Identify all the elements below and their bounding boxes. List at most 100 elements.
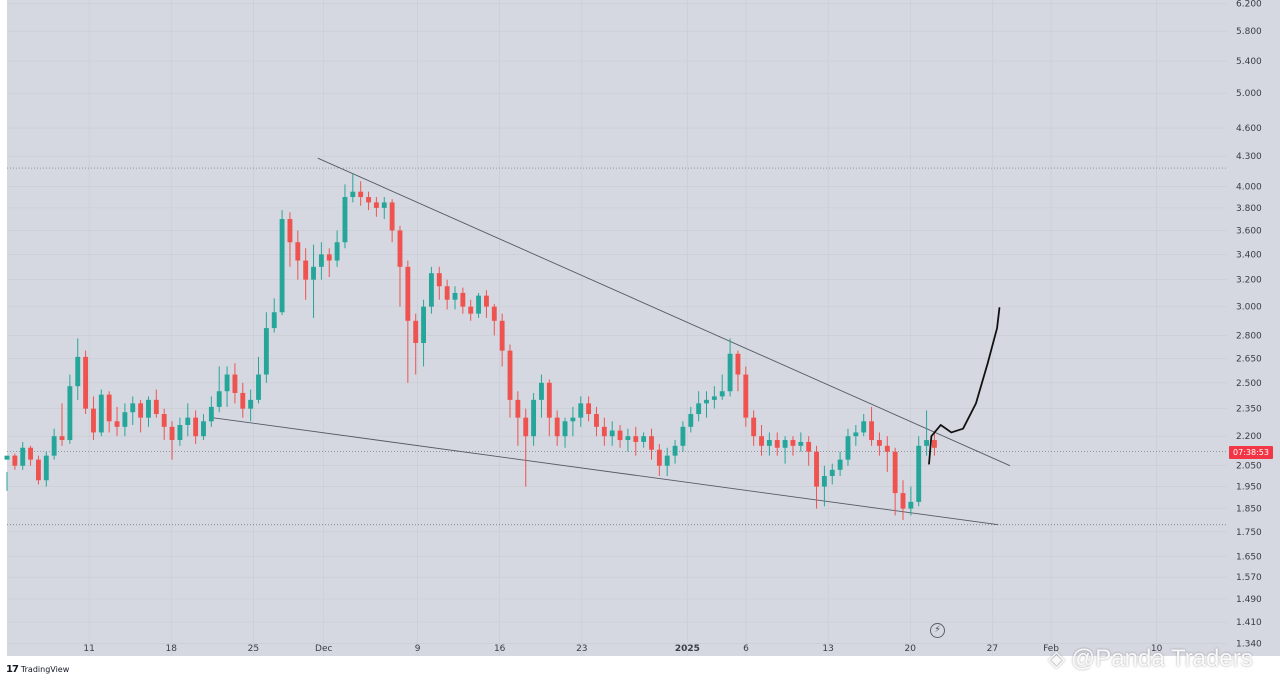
candle-body xyxy=(570,417,576,422)
candle-body xyxy=(153,399,159,415)
bullish-candle xyxy=(4,455,10,491)
bullish-candle xyxy=(342,184,348,249)
candle-body xyxy=(444,286,450,300)
bearish-candle xyxy=(774,432,780,456)
x-axis-tick-label: 6 xyxy=(743,644,749,654)
bearish-candle xyxy=(436,266,442,300)
candle-body xyxy=(656,449,662,466)
candle-body xyxy=(130,403,136,413)
candle-body xyxy=(334,242,340,261)
candle-body xyxy=(460,292,466,307)
bullish-candle xyxy=(43,451,49,487)
bullish-candle xyxy=(916,436,922,507)
bearish-candle xyxy=(83,350,89,415)
candle-body xyxy=(122,412,128,427)
x-axis-tick-label: 18 xyxy=(166,644,178,654)
bearish-candle xyxy=(523,408,529,487)
bearish-candle xyxy=(656,443,662,477)
candle-body xyxy=(539,382,544,400)
y-axis-tick-label: 3.800 xyxy=(1236,204,1262,214)
bearish-candle xyxy=(303,248,309,300)
bearish-candle xyxy=(735,350,741,392)
candle-body xyxy=(491,306,497,321)
bullish-candle xyxy=(263,312,269,383)
bullish-candle xyxy=(861,414,867,437)
bearish-candle xyxy=(358,181,364,206)
candle-body xyxy=(12,455,18,466)
bearish-candle xyxy=(193,410,199,444)
bearish-candle xyxy=(36,455,41,485)
plot-area xyxy=(7,0,1227,656)
bearish-candle xyxy=(931,432,937,456)
candle-body xyxy=(256,374,261,400)
candle-body xyxy=(169,426,175,441)
bullish-candle xyxy=(680,421,686,452)
x-axis-tick-label: 23 xyxy=(576,644,587,654)
tradingview-brand-name: TradingView xyxy=(20,664,70,674)
candle-body xyxy=(696,403,702,415)
bearish-candle xyxy=(633,426,639,456)
current-price-countdown-badge: 07:38:53 xyxy=(1229,445,1273,459)
y-axis-tick-label: 3.200 xyxy=(1236,276,1262,286)
y-axis-tick-label: 1.850 xyxy=(1236,505,1262,515)
y-axis-tick-label: 2.200 xyxy=(1236,432,1262,442)
y-axis-tick-label: 4.600 xyxy=(1236,124,1262,134)
bullish-candle xyxy=(539,374,544,418)
bearish-candle xyxy=(554,410,560,446)
x-axis-tick-label: 20 xyxy=(905,644,917,654)
bullish-candle xyxy=(334,230,340,267)
x-axis-tick-label: 16 xyxy=(494,644,506,654)
candle-body xyxy=(562,421,568,437)
candle-body xyxy=(389,202,395,231)
x-axis-tick-label: 10 xyxy=(1151,644,1163,654)
candle-body xyxy=(224,374,230,392)
bullish-candle xyxy=(75,338,81,400)
bearish-candle xyxy=(397,225,403,307)
candle-body xyxy=(397,230,403,267)
bullish-candle xyxy=(704,391,709,418)
lightning-bolt-icon[interactable]: ⚡ xyxy=(930,623,945,638)
bullish-candle xyxy=(531,392,537,446)
bullish-candle xyxy=(20,441,26,470)
candle-body xyxy=(436,273,442,287)
bullish-candle xyxy=(625,428,631,452)
bearish-candle xyxy=(28,445,34,466)
x-axis-tick-label: 27 xyxy=(987,644,998,654)
y-axis-tick-label: 2.500 xyxy=(1236,379,1262,389)
candle-body xyxy=(43,455,49,481)
candle-body xyxy=(91,408,96,433)
bearish-candle xyxy=(594,406,599,437)
candle-body xyxy=(837,459,843,470)
candle-body xyxy=(594,414,599,427)
candle-body xyxy=(342,197,348,243)
bullish-candle xyxy=(664,447,670,477)
bearish-candle xyxy=(12,453,18,470)
candle-body xyxy=(311,266,316,280)
candle-body xyxy=(75,356,81,387)
y-axis-tick-label: 1.490 xyxy=(1236,595,1262,605)
bullish-candle xyxy=(67,374,73,444)
candle-body xyxy=(523,417,529,437)
candle-body xyxy=(499,320,505,351)
candle-body xyxy=(806,441,812,452)
bullish-candle xyxy=(578,396,584,427)
upper-resistance-trendline xyxy=(317,157,1011,467)
bearish-candle xyxy=(91,396,96,441)
candle-body xyxy=(515,399,521,418)
watermark-text: @Panda Traders xyxy=(1070,645,1253,672)
candle-body xyxy=(240,392,246,409)
candle-body xyxy=(853,432,859,437)
bearish-candle xyxy=(366,191,371,211)
left-strip xyxy=(0,0,7,656)
y-axis-tick-label: 6.200 xyxy=(1236,0,1262,9)
candle-body xyxy=(554,417,560,437)
tradingview-brand[interactable]: 17 TradingView xyxy=(6,662,69,676)
bearish-candle xyxy=(295,230,301,280)
bullish-candle xyxy=(609,421,615,446)
bullish-candle xyxy=(271,298,277,333)
hand-drawn-projection-path xyxy=(928,307,1001,465)
bullish-candle xyxy=(130,396,136,425)
bullish-candle xyxy=(766,432,772,456)
